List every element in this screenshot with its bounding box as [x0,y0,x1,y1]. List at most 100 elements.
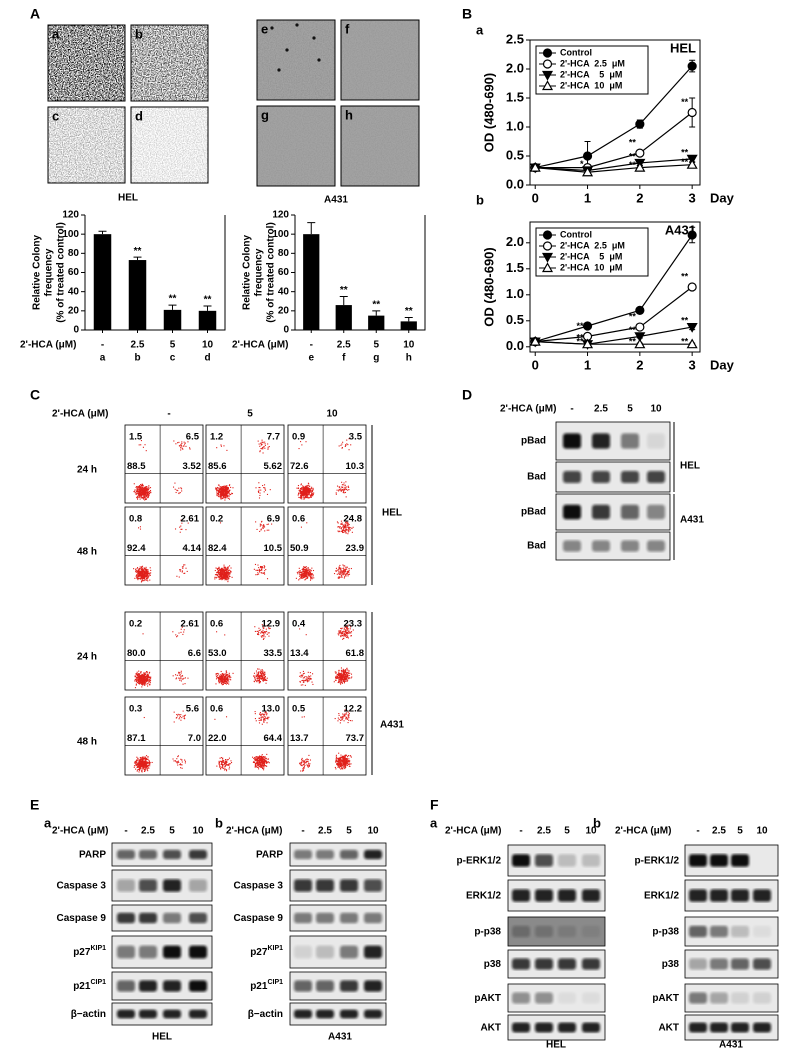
event-dot [141,675,142,676]
quadrant-value: 1.2 [210,432,223,443]
event-dot [266,754,267,755]
event-dot [264,719,265,720]
event-dot [337,521,338,522]
event-dot [174,712,175,713]
event-dot [345,631,346,632]
event-dot [180,569,181,570]
event-dot [180,716,181,717]
event-dot [228,684,229,685]
quadrant-value: 85.6 [208,461,227,472]
quadrant-value: 6.5 [186,432,200,443]
event-dot [346,489,347,490]
event-dot [313,494,314,495]
event-dot [309,575,310,576]
event-dot [150,570,151,571]
event-dot [147,672,148,673]
event-dot [178,755,179,756]
event-dot [312,684,313,685]
event-dot [340,720,341,721]
event-dot [136,762,137,763]
quadrant-value: 22.0 [208,733,227,744]
event-dot [298,485,299,486]
event-dot [303,489,304,490]
quadrant-value: 1.5 [129,432,143,443]
event-dot [218,573,219,574]
event-dot [228,489,229,490]
x-sub-label: d [204,353,210,364]
event-dot [310,570,311,571]
event-dot [146,678,147,679]
cell-label: A431 [380,720,404,731]
x-sub-label: e [308,353,314,364]
y-tick-label: 1.0 [506,118,524,133]
event-dot [344,720,345,721]
event-dot [252,757,253,758]
event-dot [258,574,259,575]
event-dot [221,570,222,571]
event-dot [220,676,221,677]
cell-label: A431 [680,515,704,526]
event-dot [263,635,264,636]
event-dot [335,673,336,674]
event-dot [256,681,257,682]
event-dot [306,578,307,579]
event-dot [135,764,136,765]
event-dot [228,491,229,492]
event-dot [308,755,309,756]
event-dot [306,634,307,635]
event-dot [338,718,339,719]
event-dot [141,497,142,498]
y-tick-label: 2.5 [506,31,524,46]
event-dot [265,490,266,491]
event-dot [184,573,185,574]
event-dot [259,679,260,680]
event-dot [136,491,137,492]
event-dot [146,761,147,762]
tile-label: b [135,26,143,41]
event-dot [268,636,269,637]
lane-label: - [124,826,127,837]
y-tick-label: 0 [283,325,289,336]
event-dot [268,717,269,718]
event-dot [219,485,220,486]
event-dot [190,448,191,449]
x-sub-label: h [406,353,412,364]
quadrant-value: 87.1 [127,733,146,744]
event-dot [310,574,311,575]
event-dot [335,671,336,672]
event-dot [232,487,233,488]
event-dot [138,489,139,490]
error-bar [134,257,142,260]
event-dot [149,672,150,673]
event-dot [306,761,307,762]
event-dot [227,759,228,760]
event-dot [351,674,352,675]
event-dot [254,677,255,678]
event-dot [141,686,142,687]
event-dot [341,531,342,532]
event-dot [176,636,177,637]
event-dot [350,632,351,633]
event-dot [339,759,340,760]
event-dot [346,673,347,674]
event-dot [140,675,141,676]
event-dot [222,681,223,682]
band [163,850,181,859]
event-dot [351,568,352,569]
event-dot [304,498,305,499]
event-dot [265,718,266,719]
y-tick-label: 0.5 [506,312,524,327]
event-dot [264,759,265,760]
event-dot [305,572,306,573]
significance: ** [405,306,413,317]
event-dot [259,493,260,494]
event-dot [189,447,190,448]
event-dot [347,756,348,757]
event-dot [142,685,143,686]
event-dot [136,497,137,498]
event-dot [263,769,264,770]
event-dot [339,568,340,569]
event-dot [339,630,340,631]
quadrant-value: 13.4 [290,648,309,659]
bar [199,311,217,330]
